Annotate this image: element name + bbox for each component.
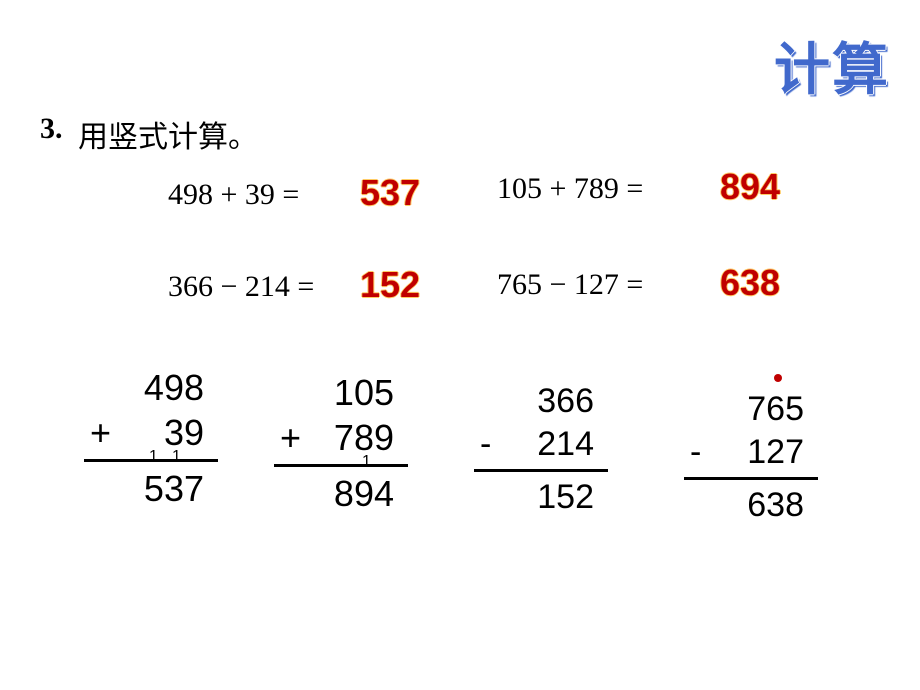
vcalc-top: 498 bbox=[120, 365, 210, 410]
equation-4: 765 − 127 = bbox=[497, 268, 643, 302]
vertical-calc-1: 498 + 39 1 1 537 bbox=[120, 365, 210, 511]
answer-1: 537 bbox=[360, 172, 420, 214]
carry-digit: 1 bbox=[362, 452, 371, 472]
answer-3: 152 bbox=[360, 264, 420, 306]
borrow-dot-icon bbox=[774, 374, 782, 382]
equation-2: 105 + 789 = bbox=[497, 172, 643, 206]
vcalc-result: 894 bbox=[310, 471, 400, 516]
vcalc-top: 366 bbox=[510, 380, 600, 423]
problem-number: 3. bbox=[40, 112, 63, 146]
calc-line bbox=[684, 477, 818, 480]
vcalc-bottom: 127 bbox=[747, 433, 804, 471]
answer-4: 638 bbox=[720, 262, 780, 304]
vcalc-top: 105 bbox=[310, 370, 400, 415]
vcalc-op: + bbox=[90, 410, 111, 455]
vcalc-top: 765 bbox=[720, 388, 810, 431]
equation-1: 498 + 39 = bbox=[168, 178, 299, 212]
equation-3: 366 − 214 = bbox=[168, 270, 314, 304]
carry-digit: 1 bbox=[149, 447, 158, 467]
vcalc-op: - bbox=[480, 423, 491, 466]
vcalc-result: 638 bbox=[720, 484, 810, 527]
problem-text: 用竖式计算。 bbox=[78, 112, 258, 156]
vertical-calc-4: 765 - 127 638 bbox=[720, 388, 810, 527]
vcalc-result: 537 bbox=[120, 466, 210, 511]
page-title: 计算 bbox=[774, 25, 890, 106]
vcalc-bottom: 214 bbox=[537, 425, 594, 463]
vertical-calc-3: 366 - 214 152 bbox=[510, 380, 600, 519]
vcalc-op: - bbox=[690, 431, 701, 474]
calc-line bbox=[274, 464, 408, 467]
answer-2: 894 bbox=[720, 166, 780, 208]
vcalc-op: + bbox=[280, 415, 301, 460]
vertical-calc-2: 105 + 789 1 894 bbox=[310, 370, 400, 516]
vcalc-bottom: 39 bbox=[164, 412, 204, 453]
carry-digit: 1 bbox=[172, 447, 181, 467]
vcalc-result: 152 bbox=[510, 476, 600, 519]
calc-line bbox=[474, 469, 608, 472]
